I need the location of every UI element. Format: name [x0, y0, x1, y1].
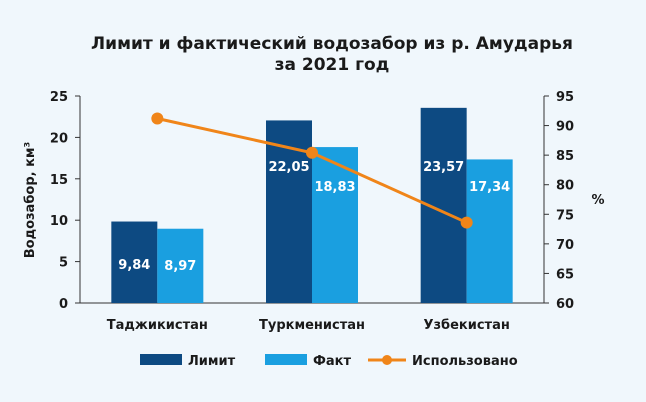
data-label-fact: 17,34: [469, 180, 510, 195]
legend-swatch-usage-marker: [382, 355, 392, 365]
y2-tick-label-right: 90: [556, 120, 574, 135]
legend: Лимит Факт Использовано: [140, 354, 518, 369]
bar-fact: [312, 147, 358, 303]
legend-swatch-limit: [140, 354, 182, 365]
y2-tick-label-right: 75: [556, 208, 574, 223]
y-tick-label-left: 10: [50, 214, 68, 229]
y-tick-label-left: 5: [59, 256, 68, 271]
y-axis-label: Водозабор, км³: [23, 142, 38, 259]
y2-tick-label-right: 80: [556, 179, 574, 194]
bar-limit: [111, 221, 158, 303]
bar-fact: [466, 159, 513, 303]
category-label: Туркменистан: [259, 318, 365, 333]
y-tick-label-left: 0: [59, 297, 68, 312]
y-tick-label-left: 20: [50, 131, 68, 146]
category-label: Узбекистан: [423, 318, 509, 333]
y2-tick-label-right: 65: [556, 267, 574, 282]
usage-point: [460, 216, 473, 229]
usage-point: [306, 146, 318, 159]
y-tick-label-left: 25: [50, 90, 68, 105]
plot-area: 0 5 10 15 20 25 60 65 70 75 80 85 90 95 9,84 8,97 22,0…: [50, 90, 574, 333]
y2-tick-label-right: 60: [556, 297, 574, 312]
legend-label-fact: Факт: [313, 354, 351, 369]
category-label: Таджикистан: [107, 318, 208, 333]
legend-label-usage: Использовано: [412, 354, 518, 369]
y-ticks-right: 60 65 70 75 80 85 90 95: [544, 90, 574, 312]
data-label-fact: 18,83: [314, 180, 355, 195]
chart-title-line2: за 2021 год: [275, 55, 390, 75]
y2-tick-label-right: 85: [556, 149, 574, 164]
y2-tick-label-right: 70: [556, 238, 574, 253]
category-labels: Таджикистан Туркменистан Узбекистан: [107, 318, 510, 333]
data-label-limit: 23,57: [423, 160, 464, 175]
data-label-fact: 8,97: [164, 259, 196, 274]
legend-swatch-fact: [265, 354, 307, 365]
bars: 9,84 8,97 22,05 18,83 23,57 17,34: [111, 107, 513, 304]
y2-axis-label: %: [591, 193, 604, 208]
y-ticks-left: 0 5 10 15 20 25: [50, 90, 80, 312]
usage-point: [151, 112, 164, 125]
data-label-limit: 22,05: [268, 160, 309, 175]
usage-line-series: [151, 112, 473, 229]
legend-label-limit: Лимит: [188, 354, 236, 369]
y-tick-label-left: 15: [50, 173, 68, 188]
y2-tick-label-right: 95: [556, 90, 574, 105]
data-label-limit: 9,84: [118, 258, 150, 273]
chart-title-line1: Лимит и фактический водозабор из р. Амуд…: [91, 34, 573, 54]
bar-fact: [157, 228, 204, 303]
